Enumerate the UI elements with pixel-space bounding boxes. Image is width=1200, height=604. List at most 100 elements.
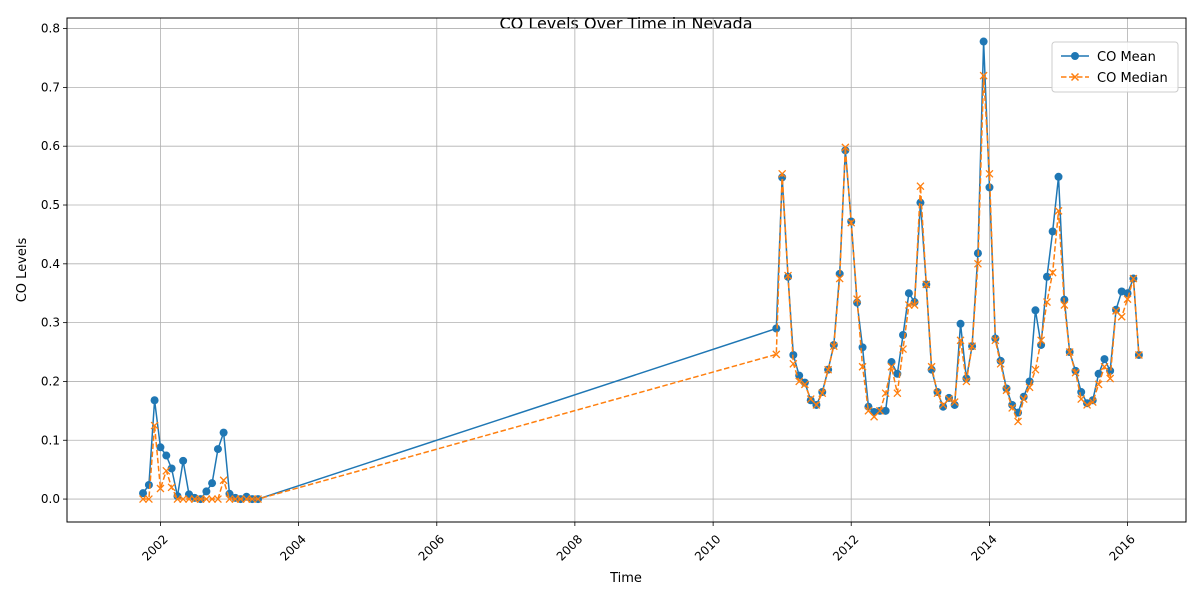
data-point-co-mean [1048,227,1057,236]
data-point-co-median [812,401,821,409]
data-point-co-median [772,350,781,359]
data-point-co-median [945,395,953,404]
y-tick-label: 0.0 [41,492,60,506]
data-point-co-median [991,336,1000,345]
data-point-co-median [1083,401,1092,409]
data-point-co-mean [881,406,890,415]
data-point-co-median [139,495,147,504]
data-point-co-median [1043,298,1051,307]
grid [67,18,1186,522]
data-point-co-median [1037,336,1046,345]
data-point-co-mean [939,402,948,411]
data-point-co-mean [1042,272,1051,281]
data-point-co-median [1134,351,1143,359]
data-point-co-median [950,398,959,406]
data-point-co-mean [179,456,188,465]
data-point-co-median [841,143,850,152]
legend-label-co-mean: CO Mean [1097,50,1156,65]
data-point-co-median [818,389,827,398]
data-point-co-median [962,377,971,386]
data-point-co-median [179,495,188,504]
y-tick-label: 0.6 [41,139,60,153]
data-point-co-median [904,301,913,309]
data-point-co-median [968,342,977,351]
data-point-co-median [875,406,884,415]
data-point-co-mean [806,396,815,405]
series-group [139,37,1143,504]
data-point-co-median [208,495,217,504]
legend-box [1051,41,1179,93]
data-point-co-median [190,495,199,504]
data-point-co-median [150,421,159,430]
data-point-co-mean [150,396,159,405]
data-point-co-mean [144,480,153,489]
data-point-co-median [167,483,176,492]
data-point-co-median [824,365,833,374]
data-point-co-median [939,401,948,409]
data-point-co-median [156,484,165,493]
data-point-co-mean [162,451,171,460]
data-point-co-median [933,389,942,398]
data-point-co-median [225,495,234,504]
data-point-co-median [795,377,804,386]
data-point-co-mean [202,487,211,496]
data-point-co-mean [904,289,913,298]
data-point-co-mean [858,343,867,352]
data-point-co-mean [1100,355,1109,364]
data-point-co-mean [208,479,217,488]
data-point-co-median [1077,395,1086,404]
data-point-co-median [1065,348,1074,356]
data-point-co-median [996,359,1005,368]
data-point-co-median [973,259,982,268]
legend-label-co-median: CO Median [1097,71,1168,86]
legend-marker-co-median [1070,72,1080,82]
data-point-co-median [1071,368,1080,377]
data-point-co-mean [944,393,953,402]
data-point-co-mean [1123,289,1132,298]
y-tick-label: 0.7 [41,80,60,94]
data-point-co-median [162,466,171,475]
data-point-co-mean [899,330,908,339]
data-point-co-median [1129,274,1138,283]
data-point-co-mean [956,319,965,328]
data-point-co-mean [1077,388,1086,397]
data-point-co-median [800,380,809,389]
data-point-co-median [899,345,907,354]
data-point-co-median [202,495,211,504]
data-point-co-median [185,495,193,504]
data-point-co-median [956,336,965,345]
chart-title: CO Levels Over Time in Nevada [499,14,752,33]
plot-area-frame [66,17,1187,523]
data-point-co-median [784,271,792,280]
data-point-co-median [1019,395,1028,404]
data-point-co-median [927,362,936,371]
data-point-co-mean [167,464,176,473]
x-axis-label: Time [609,571,642,586]
data-point-co-mean [1112,305,1121,314]
data-point-co-median [1100,362,1109,371]
data-point-co-mean [1054,172,1063,181]
data-point-co-median [196,495,205,504]
data-point-co-median [1123,295,1132,304]
y-tick-label: 0.1 [41,433,60,447]
legend: CO Mean CO Median [1051,41,1179,93]
data-point-co-median [219,476,228,485]
data-point-co-median [789,359,798,368]
data-point-co-median [858,362,867,371]
data-point-co-mean [1008,400,1017,409]
data-point-co-median [922,280,931,289]
data-point-co-median [1060,301,1069,309]
data-point-co-mean [950,400,959,409]
data-point-co-median [835,274,844,283]
y-tick-label: 0.4 [41,257,60,271]
data-point-co-mean [219,428,228,437]
data-point-co-median [1106,374,1115,383]
data-point-co-median [1008,403,1017,412]
data-point-co-median [916,182,925,191]
data-point-co-median [248,495,257,504]
data-point-co-mean [139,489,148,498]
data-point-co-median [985,169,994,178]
data-point-co-mean [1094,369,1103,378]
data-point-co-median [1025,383,1034,392]
data-point-co-median [853,295,862,304]
